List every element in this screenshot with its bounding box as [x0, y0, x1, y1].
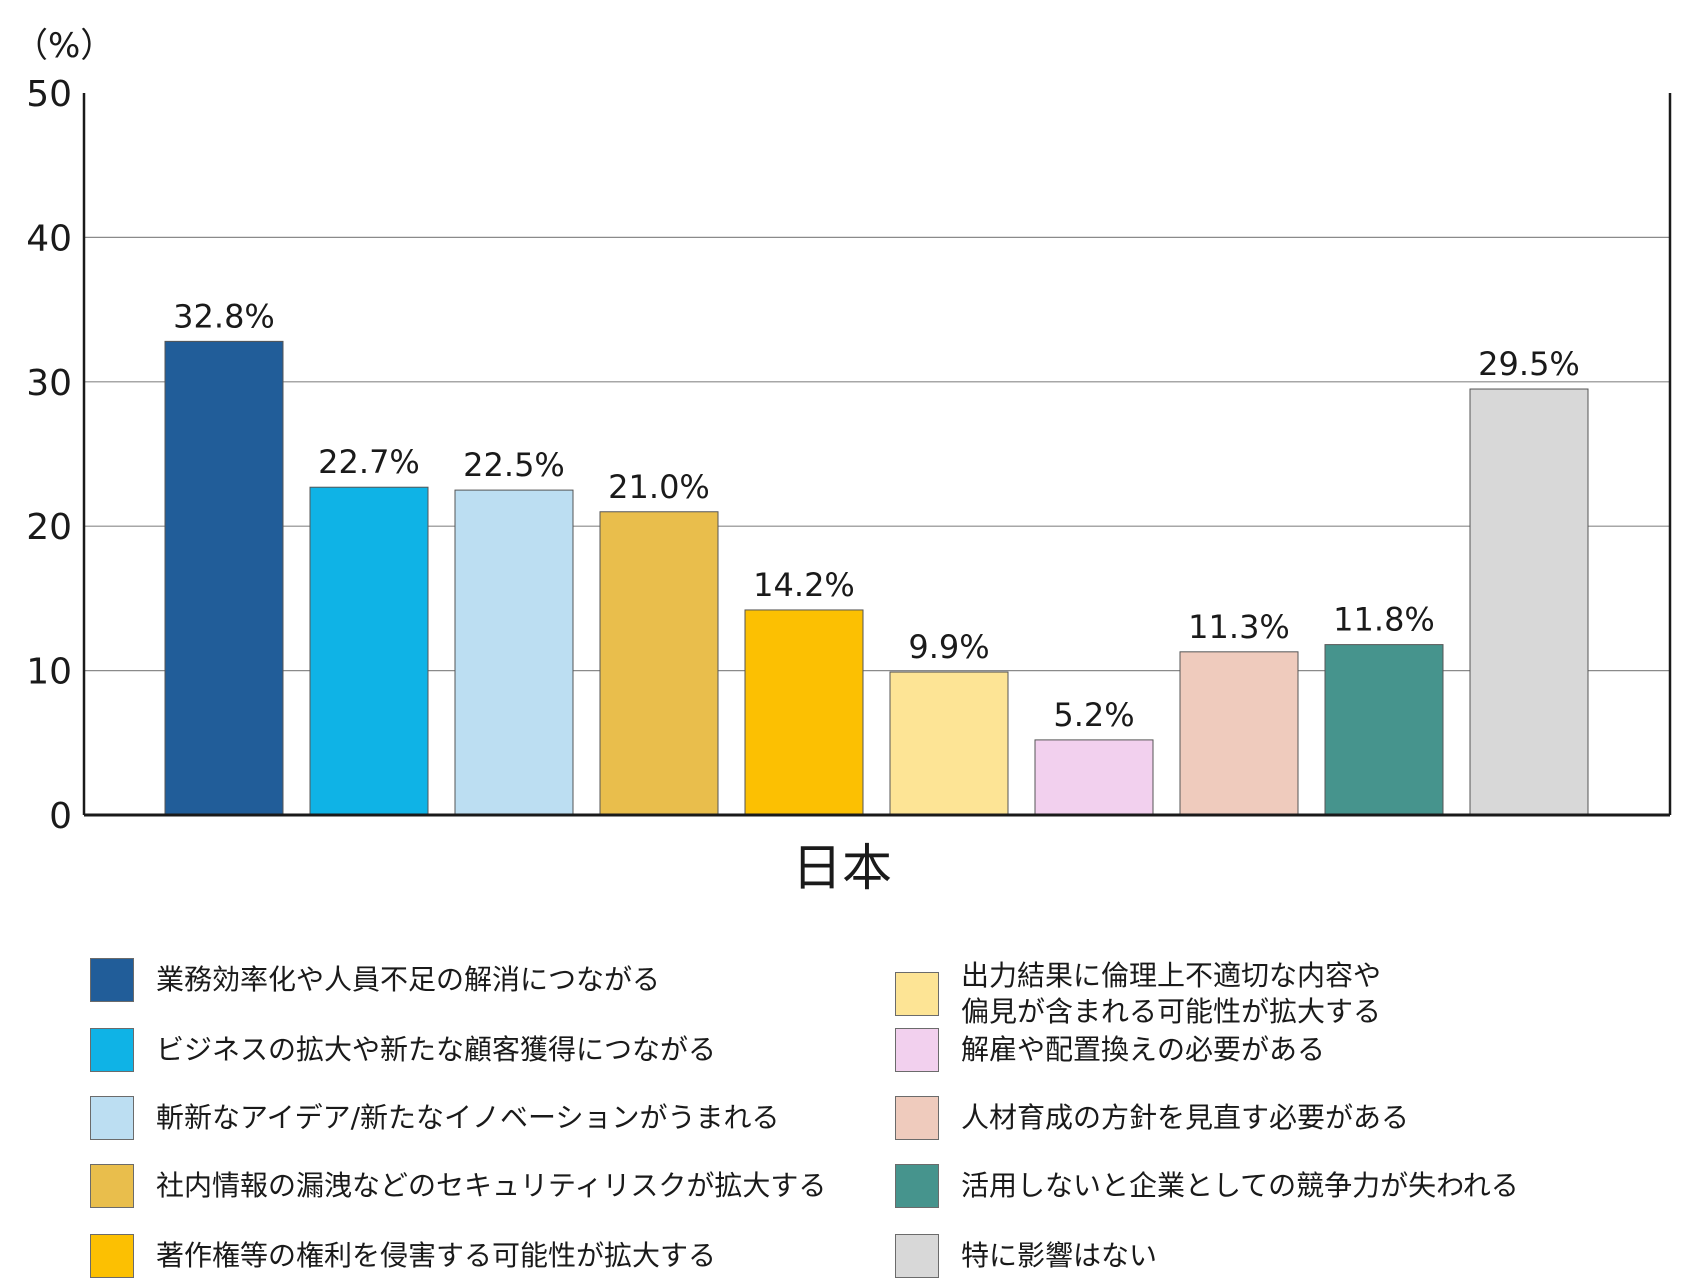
legend-label: 解雇や配置換えの必要がある	[961, 1033, 1326, 1066]
bars	[164, 340, 1589, 816]
legend-item: 出力結果に倫理上不適切な内容や 偏見が含まれる可能性が拡大する	[895, 958, 1381, 1030]
data-label: 14.2%	[753, 566, 855, 604]
legend-label: 活用しないと企業としての競争力が失われる	[961, 1169, 1519, 1202]
legend-item: ビジネスの拡大や新たな顧客獲得につながる	[90, 1028, 716, 1072]
x-axis-category-label: 日本	[792, 839, 892, 897]
legend-swatch	[90, 958, 134, 1002]
bar	[454, 489, 574, 816]
bar	[309, 486, 429, 816]
data-label: 5.2%	[1053, 696, 1134, 734]
legend-swatch	[90, 1164, 134, 1208]
y-tick-label: 10	[26, 652, 72, 693]
data-label: 22.7%	[318, 443, 420, 481]
legend-item: 解雇や配置換えの必要がある	[895, 1028, 1325, 1072]
data-labels: 32.8% 22.7% 22.5% 21.0% 14.2% 9.9% 5.2% 11.3% 11…	[173, 297, 1580, 734]
legend-swatch	[90, 1096, 134, 1140]
legend-swatch	[895, 972, 939, 1016]
data-label: 22.5%	[463, 446, 565, 484]
data-label: 21.0%	[608, 468, 710, 506]
data-label: 11.3%	[1188, 608, 1290, 646]
legend-label: ビジネスの拡大や新たな顧客獲得につながる	[156, 1033, 717, 1066]
bar-chart: 0 10 20 30 40 50 32.8% 22.7% 22.5% 21.0% 14.2% 9.9…	[26, 74, 1672, 837]
bar	[164, 340, 284, 816]
legend-item: 活用しないと企業としての競争力が失われる	[895, 1164, 1519, 1208]
axes	[82, 93, 1672, 817]
bar	[1324, 644, 1444, 816]
legend-swatch	[895, 1028, 939, 1072]
legend-label: 業務効率化や人員不足の解消につながる	[156, 963, 661, 996]
legend-label: 人材育成の方針を見直す必要がある	[961, 1101, 1410, 1134]
legend-item: 特に影響はない	[895, 1234, 1157, 1278]
data-label: 29.5%	[1478, 345, 1580, 383]
legend-label: 出力結果に倫理上不適切な内容や 偏見が含まれる可能性が拡大する	[961, 959, 1382, 1028]
y-tick-label: 50	[26, 74, 72, 115]
bar	[599, 511, 719, 816]
legend-item: 人材育成の方針を見直す必要がある	[895, 1096, 1409, 1140]
data-label: 11.8%	[1333, 601, 1435, 639]
legend-label: 社内情報の漏洩などのセキュリティリスクが拡大する	[156, 1169, 827, 1202]
bar	[1179, 651, 1299, 816]
bar	[889, 671, 1009, 816]
data-label: 9.9%	[908, 628, 989, 666]
legend-label: 特に影響はない	[961, 1239, 1158, 1272]
y-tick-label: 20	[26, 507, 72, 548]
y-tick-label: 30	[26, 363, 72, 404]
legend-swatch	[895, 1164, 939, 1208]
legend-item: 斬新なアイデア/新たなイノベーションがうまれる	[90, 1096, 779, 1140]
legend-swatch	[90, 1028, 134, 1072]
data-label: 32.8%	[173, 297, 275, 335]
y-tick-label: 0	[49, 796, 72, 837]
legend-label: 斬新なアイデア/新たなイノベーションがうまれる	[156, 1101, 780, 1134]
legend-item: 著作権等の権利を侵害する可能性が拡大する	[90, 1234, 716, 1278]
y-axis-ticks: 0 10 20 30 40 50	[26, 74, 72, 837]
legend-item: 業務効率化や人員不足の解消につながる	[90, 958, 660, 1002]
bar	[1034, 739, 1154, 816]
bar	[1469, 388, 1589, 816]
legend-swatch	[895, 1096, 939, 1140]
y-axis-unit-label: （%）	[14, 26, 115, 66]
y-tick-label: 40	[26, 218, 72, 259]
legend-swatch	[895, 1234, 939, 1278]
bar	[744, 609, 864, 816]
legend-label: 著作権等の権利を侵害する可能性が拡大する	[156, 1239, 717, 1272]
legend-item: 社内情報の漏洩などのセキュリティリスクが拡大する	[90, 1164, 826, 1208]
legend-swatch	[90, 1234, 134, 1278]
